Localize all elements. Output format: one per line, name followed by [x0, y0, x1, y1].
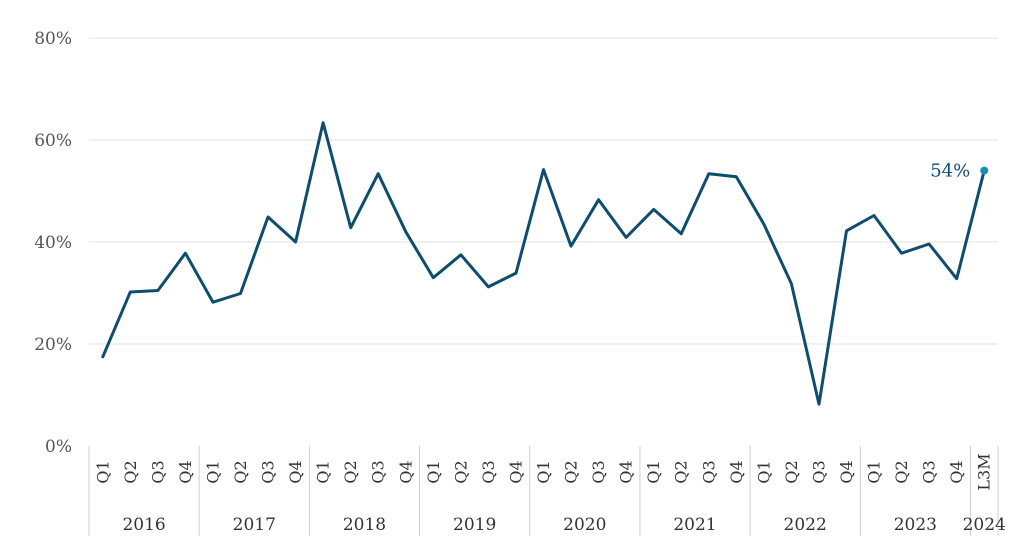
data-label: 54%	[930, 161, 970, 182]
x-tick-label: Q4	[286, 460, 305, 483]
x-tick-label: Q1	[424, 460, 443, 483]
x-tick-label: Q3	[809, 460, 828, 483]
x-tick-label: Q1	[754, 460, 773, 483]
x-tick-label: Q2	[562, 460, 581, 483]
series-layer	[101, 121, 986, 406]
x-tick-label: Q4	[176, 460, 195, 483]
x-tick-label: Q1	[314, 460, 333, 483]
x-tick-label: Q1	[93, 460, 112, 483]
x-tick-label: Q3	[699, 460, 718, 483]
y-tick-label: 60%	[34, 131, 72, 151]
x-tick-label: Q3	[479, 460, 498, 483]
x-tick-label: Q4	[617, 460, 636, 483]
x-group-label: 2017	[233, 515, 276, 535]
x-tick-label: Q1	[203, 460, 222, 483]
x-axis: Q1 Q2 Q3 Q4 2016 Q1 Q2 Q3 Q4 2017 Q1 Q2 Q3 Q4 2018 Q1 Q2…	[88, 446, 1006, 536]
x-tick-label: Q3	[589, 460, 608, 483]
x-tick-label: Q2	[782, 460, 801, 483]
y-tick-label: 40%	[34, 233, 72, 253]
x-tick-label: Q4	[506, 460, 525, 483]
y-tick-label: 80%	[34, 29, 72, 49]
x-tick-label: L3M	[975, 453, 994, 490]
x-group-label: 2022	[784, 515, 827, 535]
x-group-label: 2024	[963, 515, 1006, 535]
x-group-label: 2018	[343, 515, 386, 535]
y-axis-ticks: 0% 20% 40% 60% 80%	[34, 29, 72, 457]
x-tick-label: Q2	[451, 460, 470, 483]
x-tick-label: Q2	[672, 460, 691, 483]
x-tick-label: Q4	[837, 460, 856, 483]
y-tick-label: 20%	[34, 335, 72, 355]
x-tick-label: Q3	[920, 460, 939, 483]
x-tick-label: Q2	[231, 460, 250, 483]
x-group-label: 2023	[894, 515, 937, 535]
x-tick-label: Q3	[369, 460, 388, 483]
x-tick-label: Q2	[341, 460, 360, 483]
x-tick-label: Q2	[121, 460, 140, 483]
series-line	[101, 121, 986, 406]
gridlines	[89, 37, 998, 345]
x-group-label: 2016	[122, 515, 165, 535]
end-point-marker	[980, 166, 989, 175]
x-group-label: 2021	[673, 515, 716, 535]
x-tick-label: Q3	[259, 460, 278, 483]
x-group-label: 2019	[453, 515, 496, 535]
y-tick-label: 0%	[45, 437, 72, 457]
x-group-label: 2020	[563, 515, 606, 535]
x-tick-label: Q3	[148, 460, 167, 483]
x-tick-label: Q1	[865, 460, 884, 483]
annotations: 54%	[930, 161, 989, 182]
x-tick-label: Q4	[727, 460, 746, 483]
x-tick-label: Q2	[892, 460, 911, 483]
x-tick-label: Q4	[396, 460, 415, 483]
x-tick-label: Q1	[534, 460, 553, 483]
x-tick-label: Q4	[947, 460, 966, 483]
x-tick-label: Q1	[644, 460, 663, 483]
